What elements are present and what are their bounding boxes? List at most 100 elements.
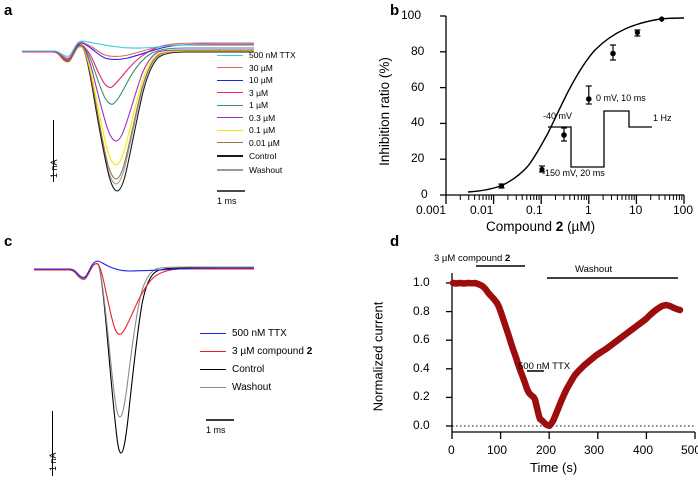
legend-swatch-ttx xyxy=(217,54,243,56)
panel-c-xscale-bar xyxy=(206,419,234,421)
panel-a-traces xyxy=(22,40,254,192)
panel-b-inset-test-label: 0 mV, 10 ms xyxy=(596,93,646,103)
legend-label: Control xyxy=(232,363,265,375)
legend-swatch-control xyxy=(200,368,226,370)
legend-label: Washout xyxy=(249,165,283,175)
panel-b-xtick: 0.1 xyxy=(526,203,543,217)
legend-label: 0.01 µM xyxy=(249,137,280,148)
panel-b-xtick: 1 xyxy=(585,203,592,217)
legend-label: 3 µM compound 2 xyxy=(232,346,312,357)
panel-a-legend: 500 nM TTX 30 µM 10 µM 3 µM 1 µM 0.3 µM … xyxy=(217,49,296,177)
panel-b-inset-protocol xyxy=(548,110,652,168)
legend-label: Washout xyxy=(232,381,272,393)
panel-d-trace xyxy=(449,279,684,430)
legend-swatch-washout xyxy=(200,386,226,388)
legend-label: 1 µM xyxy=(249,100,269,111)
panel-b-xtick: 0.001 xyxy=(416,203,447,217)
panel-c-xscale-label: 1 ms xyxy=(206,425,226,435)
legend-swatch-30um xyxy=(217,67,243,69)
panel-b-ytick: 80 xyxy=(411,44,425,58)
panel-d-xtick: 100 xyxy=(487,443,508,457)
panel-d-xlabel: Time (s) xyxy=(530,460,578,475)
legend-label: 500 nM TTX xyxy=(249,50,296,61)
panel-a: a 1 nA 1 ms 50 xyxy=(0,0,349,241)
panel-d-label: d xyxy=(390,233,400,250)
panel-b-xlabel: Compound 2 (µM) xyxy=(486,219,595,234)
panel-a-xscale-label: 1 ms xyxy=(217,196,237,206)
panel-d-annot-pre: 500 nM TTX xyxy=(518,361,571,372)
legend-item: 3 µM xyxy=(217,87,296,100)
panel-d-ylabel: Normalized current xyxy=(370,302,385,412)
legend-swatch-3um xyxy=(217,92,243,94)
panel-a-yscale-bar xyxy=(53,120,54,182)
panel-d-annotation-ttx: 500 nM TTX xyxy=(518,361,570,372)
panel-d-xtick: 0 xyxy=(448,443,455,457)
panel-a-xscale-bar xyxy=(217,190,245,192)
legend-label: 500 nM TTX xyxy=(232,327,287,339)
legend-label: Control xyxy=(249,151,277,161)
panel-d-ytick: 0.8 xyxy=(413,304,430,318)
panel-d-annotation-compound2: 3 µM compound 2 xyxy=(434,253,510,264)
panel-d-annotation-washout: Washout xyxy=(575,264,612,275)
legend-item: Washout xyxy=(200,378,312,396)
legend-swatch-10um xyxy=(217,79,243,81)
legend-swatch-001um xyxy=(217,142,243,144)
panel-b-fit-curve xyxy=(467,17,685,193)
panel-b-xtick: 100 xyxy=(673,203,694,217)
panel-b-inset-hold-label: -40 mV xyxy=(543,111,573,121)
legend-swatch-01um xyxy=(217,129,243,131)
legend-item: Control xyxy=(217,149,296,163)
legend-label: 0.3 µM xyxy=(249,112,276,123)
panel-b-ytick: 100 xyxy=(401,8,422,22)
panel-b-plot xyxy=(440,15,685,204)
panel-d-plot xyxy=(446,265,696,439)
legend-swatch-ttx xyxy=(200,332,226,334)
panel-b-data-points xyxy=(498,16,665,189)
panel-b-ytick: 0 xyxy=(421,187,428,201)
panel-d-annot-pre: 3 µM compound xyxy=(434,253,505,264)
legend-item: Control xyxy=(200,360,312,378)
panel-c-label: c xyxy=(4,233,13,250)
legend-label: 10 µM xyxy=(249,75,273,86)
legend-item: 3 µM compound 2 xyxy=(200,342,312,360)
panel-c-yscale-label: 1 nA xyxy=(48,452,58,471)
legend-label-bold: 2 xyxy=(306,345,313,357)
panel-d-ytick: 0.0 xyxy=(413,418,430,432)
panel-b-ytick: 40 xyxy=(411,115,425,129)
panel-b-ytick: 60 xyxy=(411,80,425,94)
panel-d-ytick: 0.6 xyxy=(413,332,430,346)
panel-d-xtick: 400 xyxy=(633,443,654,457)
panel-d-ylabel-text: Normalized current xyxy=(370,301,386,412)
panel-d-xtick: 300 xyxy=(584,443,605,457)
panel-a-label: a xyxy=(4,2,13,19)
panel-c-traces xyxy=(34,260,254,454)
panel-b-xlabel-post: (µM) xyxy=(563,219,596,234)
legend-item: 0.01 µM xyxy=(217,137,296,150)
panel-c-legend: 500 nM TTX 3 µM compound 2 Control Washo… xyxy=(200,324,312,396)
panel-b-xtick: 0.01 xyxy=(470,203,494,217)
legend-item: 500 nM TTX xyxy=(200,324,312,342)
panel-b-ylabel: Inhibition ratio (%) xyxy=(377,57,392,166)
legend-label-text: 3 µM compound xyxy=(232,345,307,357)
panel-b-inset-freq-label: 1 Hz xyxy=(653,113,672,123)
legend-swatch-compound2 xyxy=(200,350,226,352)
legend-label: 0.1 µM xyxy=(249,125,276,136)
legend-swatch-control xyxy=(217,155,243,157)
legend-label: 3 µM xyxy=(249,87,269,98)
legend-swatch-washout xyxy=(217,169,243,171)
panel-b-xlabel-pre: Compound xyxy=(486,219,556,234)
legend-swatch-1um xyxy=(217,104,243,106)
panel-d-ytick: 0.4 xyxy=(413,361,430,375)
legend-item: Washout xyxy=(217,163,296,177)
panel-d-annot-bold: 2 xyxy=(504,253,511,264)
panel-c: c 1 nA 1 ms 500 nM TTX 3 µM compound 2 C… xyxy=(0,231,349,482)
panel-b-xlabel-bold: 2 xyxy=(555,219,564,234)
panel-d-xtick: 500 xyxy=(681,443,698,457)
panel-b-xtick: 10 xyxy=(629,203,643,217)
panel-a-yscale-label: 1 nA xyxy=(49,159,59,178)
legend-item: 500 nM TTX xyxy=(217,49,296,62)
legend-item: 30 µM xyxy=(217,62,296,75)
panel-d-annot-pre: Washout xyxy=(575,264,613,275)
panel-b-ylabel-text: Inhibition ratio (%) xyxy=(376,57,392,166)
panel-b: b Inhibition ratio (%) xyxy=(377,0,698,241)
